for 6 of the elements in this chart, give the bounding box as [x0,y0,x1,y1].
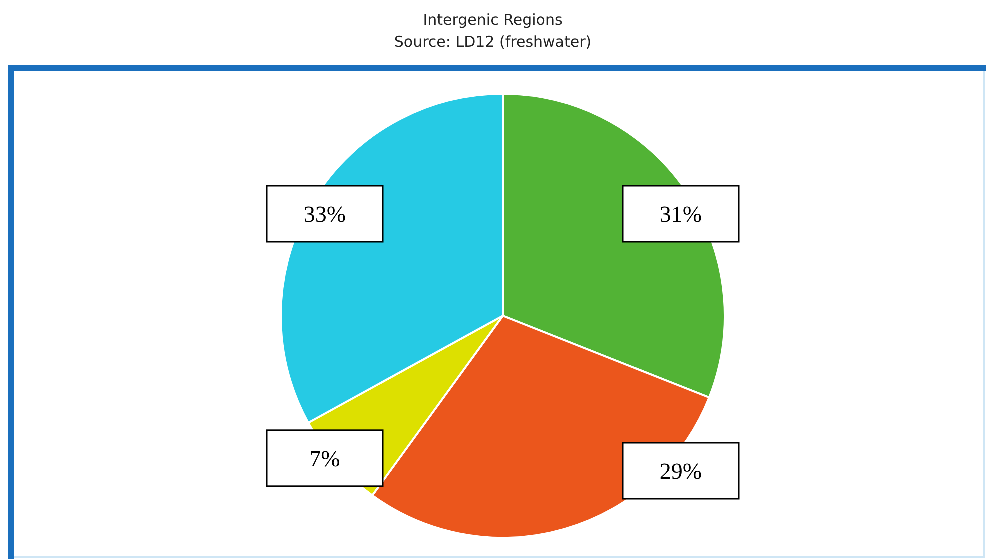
data-label: 7% [310,446,340,472]
data-label: 33% [304,202,346,227]
chart-title: Intergenic Regions [423,11,563,29]
data-label: 29% [660,459,702,484]
chart-subtitle: Source: LD12 (freshwater) [394,33,592,51]
data-label: 31% [660,202,702,227]
